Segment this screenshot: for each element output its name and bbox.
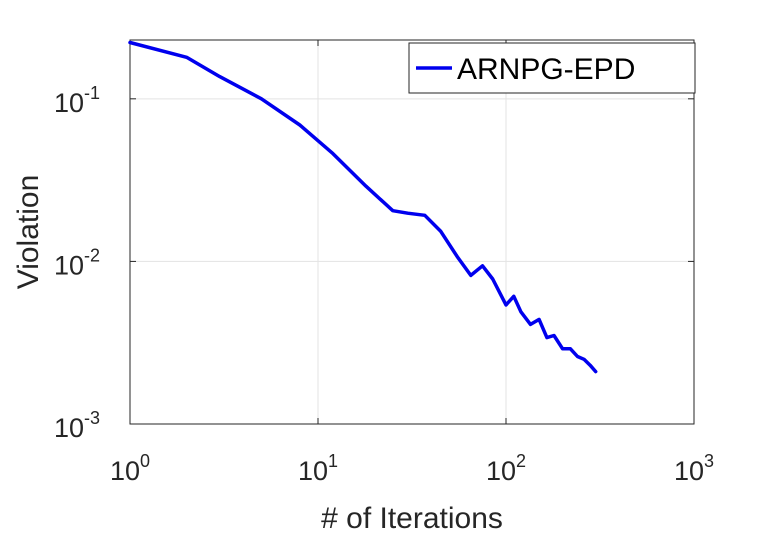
y-tick-labels: 10-3 10-2 10-1: [54, 83, 100, 443]
x-tick-label: 102: [486, 451, 526, 486]
legend-label-arnpg-epd: ARNPG-EPD: [457, 53, 635, 86]
legend-box: [408, 42, 696, 94]
y-tick-label: 10-1: [54, 83, 100, 118]
plot-frame: [129, 39, 695, 425]
y-tick-label: 10-3: [54, 408, 100, 443]
x-tick-labels: 100 101 102 103: [110, 451, 714, 486]
x-tick-label: 101: [298, 451, 338, 486]
series-group: [128, 40, 598, 374]
plot-background: [130, 40, 694, 424]
series-line-arnpg-epd: [128, 40, 598, 374]
x-tick-label: 103: [674, 451, 714, 486]
y-tick-label: 10-2: [54, 245, 100, 280]
x-tick-label: 100: [110, 451, 150, 486]
y-axis-label: Violation: [12, 175, 45, 290]
grid-lines: [130, 40, 694, 424]
x-axis-label: # of Iterations: [321, 502, 503, 535]
legend: ARNPG-EPD: [408, 42, 696, 94]
